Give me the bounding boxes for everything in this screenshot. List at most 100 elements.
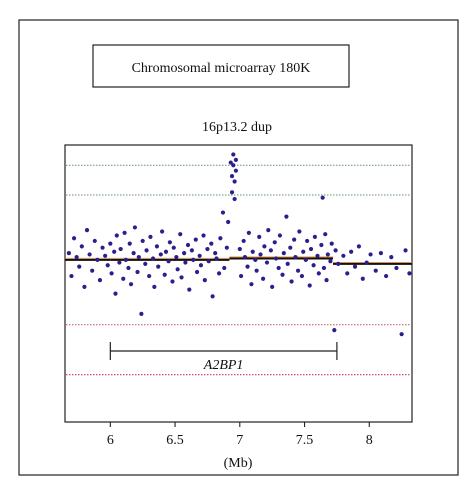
data-point-143	[345, 271, 350, 276]
data-point-87	[229, 190, 235, 195]
gene-label: A2BP1	[203, 358, 244, 373]
x-tick-label-4: 7.5	[296, 433, 314, 448]
data-point-5	[77, 264, 82, 269]
data-point-134	[323, 232, 328, 237]
data-point-20	[113, 291, 118, 296]
data-point-68	[205, 246, 210, 252]
data-point-76	[220, 210, 226, 215]
data-point-144	[349, 249, 354, 254]
data-point-73	[214, 256, 219, 261]
data-point-41	[152, 284, 157, 289]
data-point-81	[231, 163, 236, 168]
chart-title: Chromosomal microarray 180K	[132, 61, 311, 76]
data-point-94	[246, 230, 251, 235]
data-point-115	[288, 245, 293, 250]
data-point-39	[148, 234, 153, 239]
data-point-61	[191, 257, 196, 262]
data-point-69	[206, 259, 211, 264]
data-point-14	[100, 245, 105, 250]
data-point-150	[373, 268, 378, 273]
data-point-125	[307, 283, 312, 288]
data-point-44	[158, 252, 163, 257]
x-tick-label-1: 6	[107, 433, 114, 448]
data-point-17	[108, 241, 113, 246]
x-tick-label-5: 8	[366, 433, 373, 448]
data-point-109	[276, 265, 281, 271]
data-point-12	[95, 257, 100, 262]
data-point-112	[281, 250, 286, 256]
data-point-72	[213, 250, 218, 256]
data-point-9	[87, 252, 92, 257]
data-point-25	[122, 230, 127, 235]
data-point-120	[297, 229, 302, 234]
data-point-122	[301, 249, 306, 254]
data-point-7	[82, 284, 87, 289]
data-point-145	[352, 264, 358, 269]
data-point-4	[74, 255, 79, 260]
data-point-60	[189, 248, 194, 253]
data-point-59	[187, 287, 192, 292]
data-point-78	[224, 245, 229, 250]
data-point-36	[143, 261, 148, 267]
data-point-63	[194, 269, 200, 275]
data-point-133	[321, 265, 327, 271]
data-point-10	[90, 268, 95, 273]
data-point-118	[293, 255, 298, 260]
data-point-74	[216, 271, 222, 276]
data-point-107	[272, 240, 277, 245]
data-point-26	[123, 257, 128, 262]
data-point-13	[97, 278, 103, 283]
data-point-83	[233, 168, 239, 173]
data-point-38	[147, 273, 152, 279]
data-point-102	[262, 244, 267, 249]
data-point-28	[127, 241, 132, 246]
data-point-123	[303, 257, 308, 262]
data-point-151	[378, 250, 384, 256]
data-point-31	[132, 225, 138, 230]
data-point-40	[150, 256, 156, 261]
data-point-1	[66, 250, 71, 256]
data-point-34	[139, 311, 144, 317]
data-point-45	[160, 229, 165, 234]
data-point-58	[185, 242, 191, 248]
data-point-113	[284, 214, 289, 219]
data-point-124	[305, 238, 310, 244]
data-point-47	[163, 249, 169, 254]
data-point-131	[319, 242, 324, 248]
data-point-136	[325, 252, 330, 257]
data-point-71	[210, 294, 215, 299]
data-point-129	[315, 253, 320, 258]
data-point-117	[292, 237, 297, 242]
data-point-77	[222, 265, 227, 271]
data-point-3	[71, 236, 77, 241]
data-point-88	[232, 196, 237, 202]
data-point-106	[270, 284, 275, 289]
data-point-97	[253, 257, 258, 262]
plot-area	[64, 144, 413, 423]
data-points	[66, 152, 412, 337]
data-point-55	[179, 275, 184, 280]
data-point-11	[92, 238, 97, 244]
data-point-147	[360, 276, 365, 281]
data-point-100	[258, 252, 263, 257]
data-point-127	[311, 263, 316, 268]
data-point-101	[261, 276, 266, 281]
x-axis-ticks: 6 6.5 7 7.5 8	[107, 422, 373, 448]
data-point-89	[237, 246, 242, 252]
data-point-56	[182, 250, 187, 256]
reference-lines	[66, 164, 411, 376]
data-point-130	[316, 271, 321, 276]
gene-annotation: A2BP1	[109, 342, 338, 373]
data-point-93	[245, 264, 250, 269]
data-point-21	[114, 233, 119, 238]
title-box	[92, 44, 350, 88]
data-point-42	[154, 244, 160, 249]
data-point-155	[399, 332, 404, 337]
data-point-141	[336, 261, 341, 267]
data-point-27	[126, 265, 131, 271]
x-tick-label-3: 7	[236, 433, 243, 448]
data-point-142	[341, 253, 346, 258]
data-point-116	[289, 279, 294, 284]
data-point-79	[226, 219, 231, 225]
data-point-148	[364, 260, 369, 265]
